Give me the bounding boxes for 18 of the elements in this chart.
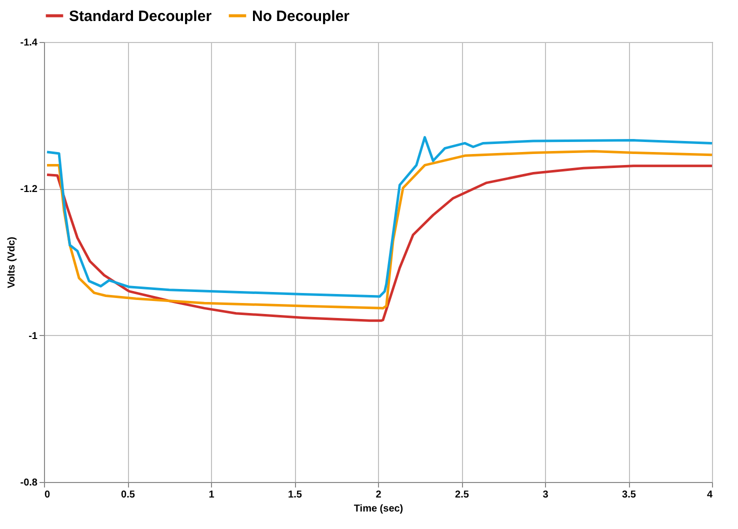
x-tick-label: 4	[706, 490, 713, 500]
x-tick-label: 1.5	[288, 490, 302, 500]
x-axis-title: Time (sec)	[354, 504, 404, 514]
x-tick-label: 2.5	[455, 490, 470, 500]
y-axis-title: Volts (Vdc)	[6, 236, 18, 288]
x-tick-label: 0.5	[121, 490, 136, 500]
y-tick-label: -0.8	[20, 478, 38, 488]
legend-label: Standard Decoupler	[69, 8, 212, 25]
x-tick-label: 3.5	[622, 490, 636, 500]
line-series	[46, 164, 714, 322]
y-tick-label: -1.4	[20, 38, 38, 48]
y-tick-label: -1	[28, 330, 38, 342]
x-tick-label: 2	[376, 490, 382, 500]
x-tick-label: 3	[542, 490, 549, 500]
legend-label: No Decoupler	[252, 8, 350, 25]
y-tick-label: -1.2	[20, 184, 38, 196]
x-tick-label: 1	[208, 490, 215, 500]
x-tick-label: 0	[44, 490, 50, 500]
